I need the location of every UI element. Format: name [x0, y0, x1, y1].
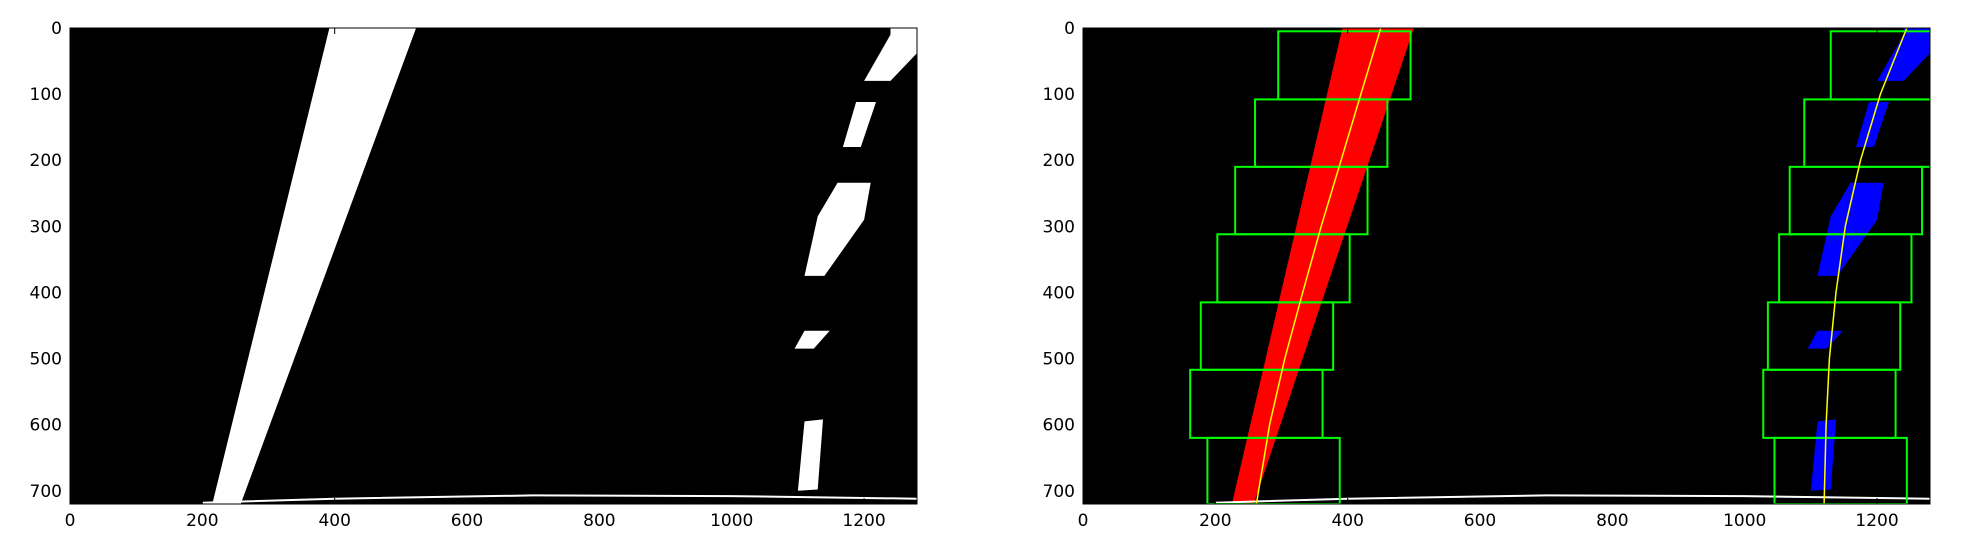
right-fit-line — [1823, 28, 1908, 504]
x-tick-label: 0 — [65, 511, 76, 531]
y-tick-label: 100 — [1043, 85, 1075, 105]
right-lane-dash — [864, 28, 917, 81]
y-tick-label: 200 — [30, 151, 62, 171]
x-tick-label: 600 — [451, 511, 483, 531]
y-tick-label: 400 — [1043, 283, 1075, 303]
left-fit-line — [1255, 28, 1382, 504]
x-tick-label: 1200 — [842, 511, 885, 531]
search-window — [1773, 436, 1908, 504]
x-tick-label: 400 — [1331, 511, 1363, 531]
x-tick-label: 200 — [1199, 511, 1231, 531]
plot-area — [1083, 28, 1930, 504]
road-edge-pixels — [1215, 494, 1930, 504]
x-tick-label: 200 — [186, 511, 218, 531]
x-tick-label: 400 — [318, 511, 350, 531]
y-tick-label: 700 — [1043, 482, 1075, 502]
plot-area — [70, 28, 917, 504]
axes-frame — [1082, 27, 1931, 505]
left-lane-pixels — [1231, 28, 1414, 504]
y-tick-label: 0 — [51, 19, 62, 39]
x-tick-label: 800 — [1596, 511, 1628, 531]
y-tick-label: 100 — [30, 85, 62, 105]
right-lane-dash — [1807, 330, 1843, 349]
x-tick-label: 1200 — [1855, 511, 1898, 531]
search-window — [1206, 436, 1341, 504]
right-lane-dash — [804, 182, 871, 276]
left-panel-binary: 0 200 400 600 800 1000 1200 0 100 200 300 400 500 600… — [30, 19, 918, 531]
y-tick-label: 600 — [30, 416, 62, 436]
y-tick-label: 300 — [30, 217, 62, 237]
right-lane-dash — [1855, 102, 1889, 147]
y-tick-label: 700 — [30, 482, 62, 502]
y-tick-label: 600 — [1043, 416, 1075, 436]
right-lane-dash — [842, 102, 876, 147]
right-lane-dash — [794, 330, 830, 349]
x-tick-label: 1000 — [710, 511, 753, 531]
image-background — [70, 28, 917, 504]
right-lane-dash — [1817, 182, 1884, 276]
x-tick-label: 0 — [1078, 511, 1089, 531]
road-edge-pixels — [202, 494, 917, 504]
y-tick-label: 200 — [1043, 151, 1075, 171]
y-tick-label: 400 — [30, 283, 62, 303]
y-tick-label: 0 — [1064, 19, 1075, 39]
y-tick-label: 500 — [30, 350, 62, 370]
x-tick-label: 800 — [583, 511, 615, 531]
image-background — [1083, 28, 1930, 504]
axes-frame — [69, 27, 918, 505]
y-tick-label: 300 — [1043, 217, 1075, 237]
right-lane-dash — [797, 419, 823, 491]
right-panel-lane-fit: 0 200 400 600 800 1000 1200 0 100 200 300 400 500 600… — [1043, 19, 1931, 531]
y-tick-label: 500 — [1043, 350, 1075, 370]
x-tick-label: 600 — [1464, 511, 1496, 531]
left-lane-pixels — [212, 28, 417, 504]
x-tick-label: 1000 — [1723, 511, 1766, 531]
